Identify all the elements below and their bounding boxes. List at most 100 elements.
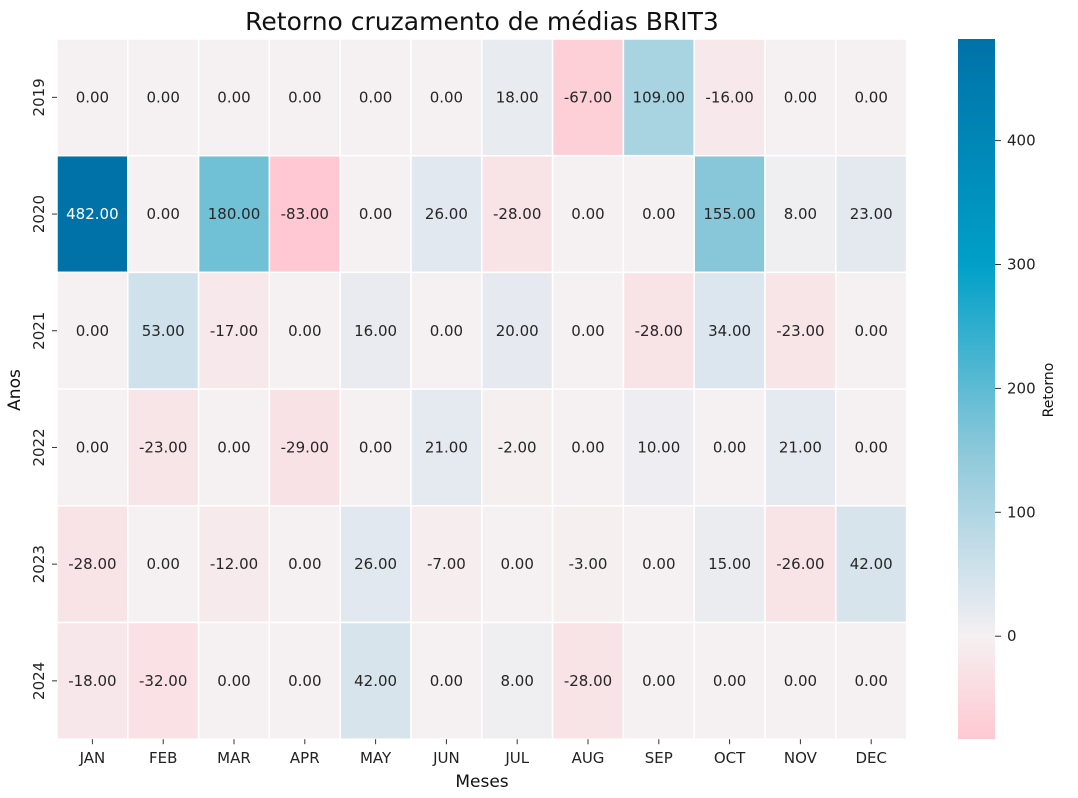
heatmap-cell — [481, 154, 554, 274]
heatmap-cell — [481, 271, 554, 390]
cell-value-label: 0.00 — [288, 672, 321, 690]
heatmap-cell — [268, 388, 341, 507]
cell-value-label: -28.00 — [493, 205, 541, 223]
cell-value-label: 0.00 — [288, 555, 321, 573]
heatmap-cell — [481, 505, 554, 624]
cell-value-label: 0.00 — [430, 672, 463, 690]
heatmap-cell — [56, 621, 129, 740]
cell-value-label: -17.00 — [210, 322, 258, 340]
cell-value-label: 0.00 — [642, 555, 675, 573]
heatmap-cell — [835, 388, 908, 507]
y-tick-label: 2023 — [30, 545, 48, 583]
heatmap-cell — [268, 271, 341, 390]
chart-title: Retorno cruzamento de médias BRIT3 — [245, 7, 719, 36]
cell-value-label: 42.00 — [354, 672, 397, 690]
heatmap-cell — [693, 154, 766, 274]
cell-value-label: -7.00 — [427, 555, 466, 573]
cell-value-label: 482.00 — [66, 205, 119, 223]
cell-value-label: 26.00 — [354, 555, 397, 573]
cell-value-label: 0.00 — [642, 205, 675, 223]
colorbar-tick-label: 200 — [1007, 379, 1036, 397]
cell-value-label: 23.00 — [850, 205, 893, 223]
heatmap-cell — [56, 505, 129, 624]
cell-value-label: 0.00 — [76, 322, 109, 340]
y-tick-label: 2020 — [30, 195, 48, 233]
cell-value-label: 109.00 — [633, 88, 686, 106]
y-axis-ticks: 2019 2020 2021 2022 2023 2024 — [30, 78, 57, 700]
cell-value-label: 0.00 — [146, 555, 179, 573]
cell-value-label: 0.00 — [571, 439, 604, 457]
x-tick-label: SEP — [645, 749, 673, 767]
cell-value-label: 15.00 — [708, 555, 751, 573]
heatmap-cell — [764, 505, 837, 624]
cell-value-label: 0.00 — [571, 205, 604, 223]
heatmap-cell — [693, 38, 766, 157]
heatmap-cell — [197, 388, 271, 507]
cell-value-label: 0.00 — [430, 88, 463, 106]
cell-value-label: 0.00 — [76, 439, 109, 457]
heatmap-cell — [127, 38, 200, 157]
cell-value-label: 0.00 — [359, 88, 392, 106]
cell-value-label: 8.00 — [500, 672, 533, 690]
heatmap-cell — [339, 505, 412, 624]
heatmap-cell — [551, 154, 625, 274]
colorbar — [958, 39, 995, 739]
heatmap-cell — [622, 621, 695, 740]
cell-value-label: 0.00 — [500, 555, 533, 573]
cell-value-label: 0.00 — [217, 672, 250, 690]
heatmap-cell — [56, 271, 129, 390]
heatmap-cell — [410, 38, 483, 157]
cell-value-label: 0.00 — [713, 672, 746, 690]
cell-value-label: 0.00 — [854, 672, 887, 690]
heatmap-cells: 0.00 0.00 0.00 0.00 0.00 0.00 18.00 -67.00 109.0… — [56, 38, 908, 740]
heatmap-cell — [197, 505, 271, 624]
x-tick-label: NOV — [784, 749, 818, 767]
colorbar-tick-label: 400 — [1007, 132, 1036, 150]
cell-value-label: -12.00 — [210, 555, 258, 573]
cell-value-label: 16.00 — [354, 322, 397, 340]
heatmap-cell — [551, 38, 625, 157]
x-axis-label: Meses — [455, 772, 508, 792]
cell-value-label: 0.00 — [359, 439, 392, 457]
heatmap-cell — [339, 271, 412, 390]
heatmap-cell — [622, 154, 695, 274]
x-tick-label: DEC — [855, 749, 887, 767]
colorbar-tick-label: 300 — [1007, 256, 1036, 274]
cell-value-label: -2.00 — [498, 439, 537, 457]
cell-value-label: 0.00 — [217, 439, 250, 457]
x-tick-label: MAR — [217, 749, 251, 767]
cell-value-label: 0.00 — [784, 672, 817, 690]
heatmap-cell — [410, 505, 483, 624]
heatmap-cell — [622, 388, 695, 507]
cell-value-label: 0.00 — [76, 88, 109, 106]
cell-value-label: 10.00 — [637, 439, 680, 457]
heatmap-cell — [127, 505, 200, 624]
x-tick-label: JAN — [79, 749, 106, 767]
cell-value-label: -32.00 — [139, 672, 187, 690]
cell-value-label: -26.00 — [776, 555, 824, 573]
cell-value-label: -16.00 — [705, 88, 753, 106]
cell-value-label: 0.00 — [854, 439, 887, 457]
x-tick-label: JUL — [504, 749, 529, 767]
cell-value-label: 180.00 — [208, 205, 261, 223]
heatmap-cell — [410, 621, 483, 740]
cell-value-label: 53.00 — [142, 322, 185, 340]
x-tick-label: AUG — [572, 749, 605, 767]
cell-value-label: -83.00 — [281, 205, 329, 223]
cell-value-label: 0.00 — [854, 322, 887, 340]
cell-value-label: 21.00 — [779, 439, 822, 457]
cell-value-label: -18.00 — [68, 672, 116, 690]
cell-value-label: -28.00 — [68, 555, 116, 573]
heatmap-cell — [551, 505, 625, 624]
heatmap-cell — [693, 388, 766, 507]
y-tick-label: 2021 — [30, 312, 48, 350]
cell-value-label: 0.00 — [430, 322, 463, 340]
colorbar-label: Retorno — [1041, 363, 1057, 418]
heatmap-cell — [481, 388, 554, 507]
cell-value-label: 0.00 — [359, 205, 392, 223]
cell-value-label: 0.00 — [854, 88, 887, 106]
x-tick-label: MAY — [360, 749, 392, 767]
heatmap-cell — [481, 621, 554, 740]
cell-value-label: -3.00 — [569, 555, 608, 573]
